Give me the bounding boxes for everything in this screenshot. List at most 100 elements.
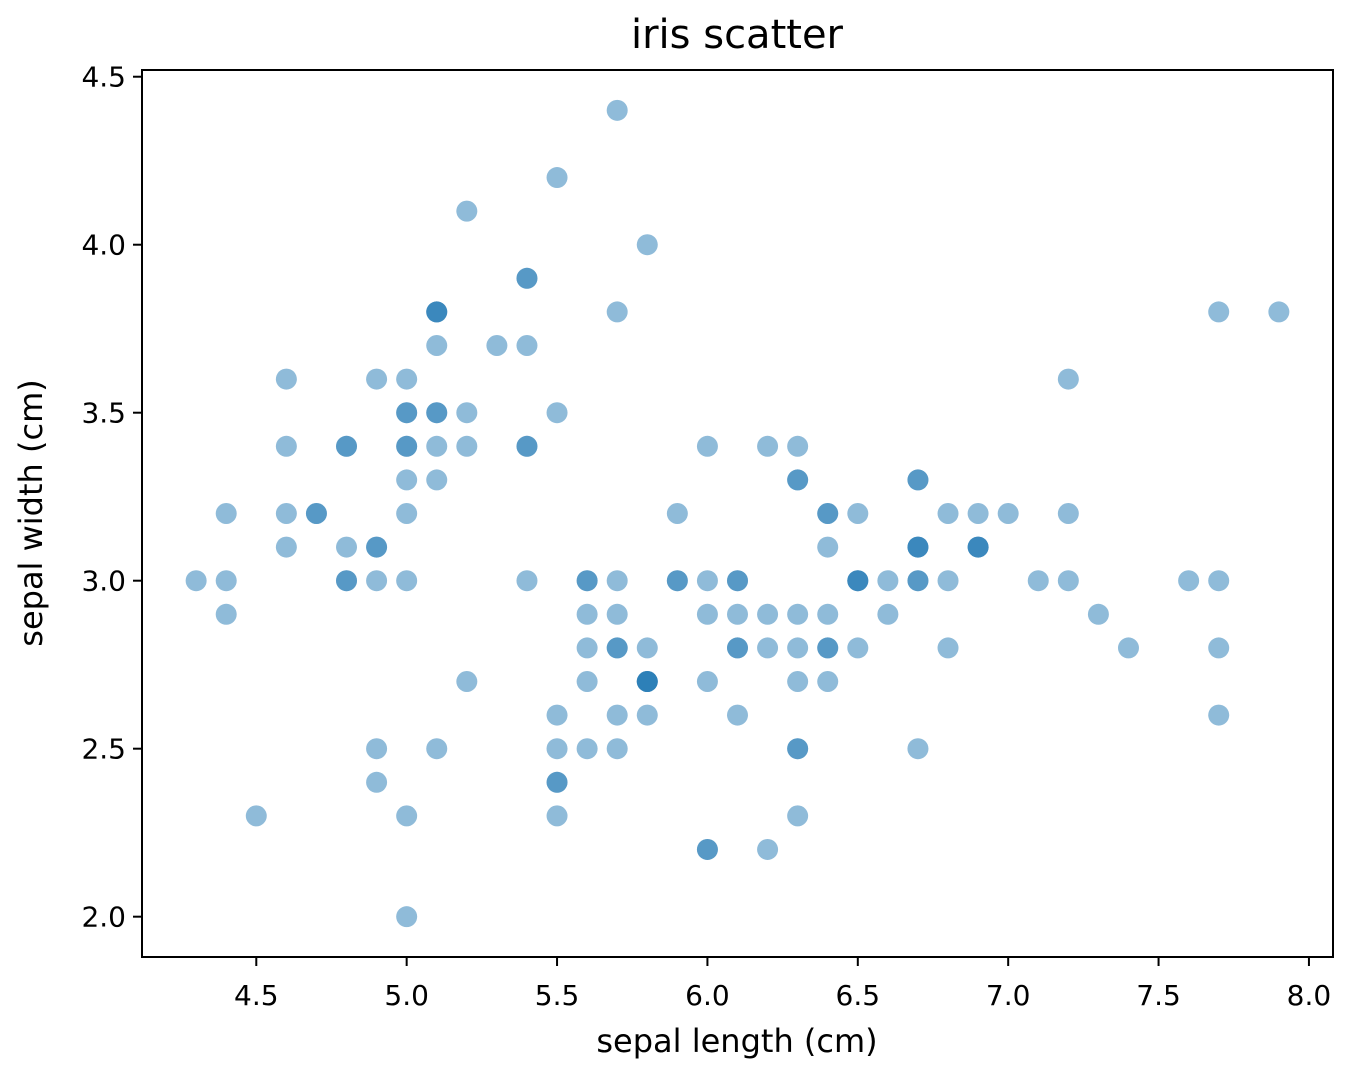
scatter-point [877, 603, 899, 625]
chart-title: iris scatter [631, 12, 844, 58]
scatter-point [606, 570, 628, 592]
scatter-point [516, 335, 538, 357]
scatter-point [696, 435, 718, 457]
scatter-point [666, 503, 688, 524]
scatter-point [456, 435, 478, 457]
scatter-point [426, 402, 448, 424]
scatter-point [275, 435, 297, 457]
scatter-point [336, 435, 358, 457]
scatter-point [727, 603, 748, 625]
scatter-point [817, 637, 839, 659]
scatter-point [1087, 603, 1109, 625]
scatter-point [757, 838, 779, 860]
scatter-point [1178, 570, 1200, 592]
scatter-point [1057, 368, 1079, 390]
scatter-point [1057, 503, 1079, 524]
y-tick-label: 3.0 [81, 565, 126, 598]
scatter-point [1208, 570, 1230, 592]
scatter-point [366, 771, 388, 793]
scatter-point [396, 469, 418, 491]
scatter-point [215, 570, 237, 592]
scatter-point [636, 637, 658, 659]
scatter-point [757, 435, 779, 457]
scatter-point [787, 637, 809, 659]
scatter-point [336, 570, 358, 592]
scatter-point [456, 670, 478, 692]
scatter-point [576, 637, 598, 659]
scatter-point [426, 435, 448, 457]
scatter-point [576, 603, 598, 625]
scatter-point [696, 838, 718, 860]
scatter-point [907, 570, 929, 592]
scatter-point [396, 503, 418, 524]
scatter-point [396, 805, 418, 827]
y-tick-label: 3.5 [81, 397, 126, 430]
scatter-point [847, 570, 869, 592]
scatter-point [967, 503, 989, 524]
scatter-point [907, 536, 929, 558]
y-tick-label: 2.0 [81, 901, 126, 934]
scatter-point [366, 368, 388, 390]
scatter-point [486, 335, 508, 357]
scatter-point [366, 570, 388, 592]
scatter-point [305, 503, 327, 524]
plot-frame [141, 69, 1334, 958]
scatter-point [666, 570, 688, 592]
scatter-point [727, 637, 748, 659]
scatter-point [847, 637, 869, 659]
scatter-point [215, 603, 237, 625]
scatter-point [366, 738, 388, 760]
scatter-point [817, 603, 839, 625]
scatter-point [1117, 637, 1139, 659]
scatter-point [275, 368, 297, 390]
x-axis-ticks: 4.5 5.0 5.5 6.0 6.5 7.0 7.5 8.0 [234, 957, 1331, 1012]
scatter-point [1208, 301, 1230, 323]
scatter-point [787, 805, 809, 827]
scatter-point [636, 670, 658, 692]
scatter-point [727, 704, 748, 726]
scatter-point [907, 469, 929, 491]
scatter-point [877, 570, 899, 592]
scatter-point [997, 503, 1019, 524]
scatter-point [396, 368, 418, 390]
scatter-point [817, 503, 839, 524]
scatter-point [636, 704, 658, 726]
scatter-point [185, 570, 207, 592]
scatter-point [396, 435, 418, 457]
scatter-point [696, 603, 718, 625]
scatter-point [546, 771, 568, 793]
scatter-point [366, 536, 388, 558]
scatter-point [606, 738, 628, 760]
scatter-point [336, 536, 358, 558]
x-tick-label: 7.0 [986, 979, 1031, 1012]
scatter-point [1208, 637, 1230, 659]
scatter-point [546, 402, 568, 424]
scatter-point [606, 99, 628, 121]
scatter-point [245, 805, 267, 827]
scatter-point [937, 570, 959, 592]
scatter-point [396, 570, 418, 592]
scatter-point [787, 603, 809, 625]
scatter-point [275, 536, 297, 558]
scatter-point [546, 738, 568, 760]
scatter-point [787, 435, 809, 457]
scatter-point [576, 670, 598, 692]
scatter-point [546, 704, 568, 726]
scatter-point [787, 738, 809, 760]
x-tick-label: 6.0 [685, 979, 730, 1012]
scatter-point [576, 570, 598, 592]
scatter-point [1208, 704, 1230, 726]
scatter-point [426, 301, 448, 323]
scatter-point [426, 335, 448, 357]
y-axis-label: sepal width (cm) [12, 379, 50, 646]
scatter-point [576, 738, 598, 760]
data-points [185, 99, 1290, 928]
scatter-point [275, 503, 297, 524]
scatter-point [757, 603, 779, 625]
y-tick-label: 4.0 [81, 229, 126, 262]
scatter-point [456, 200, 478, 222]
scatter-point [396, 906, 418, 928]
scatter-point [426, 738, 448, 760]
scatter-point [907, 738, 929, 760]
